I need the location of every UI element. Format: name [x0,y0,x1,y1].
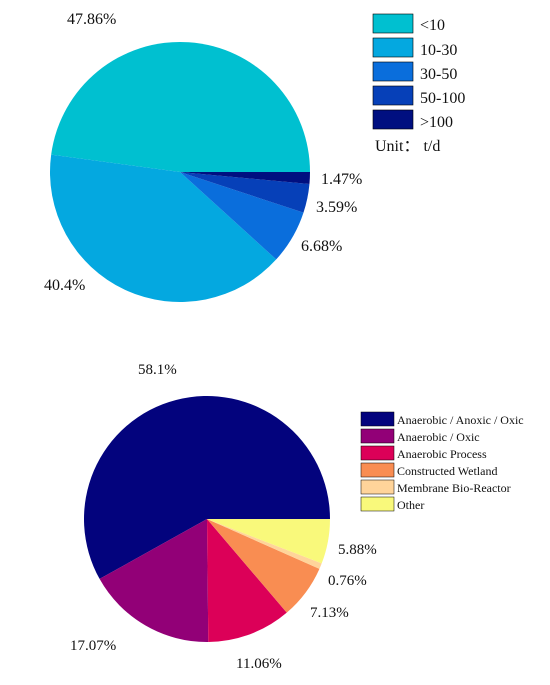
pie-slices [84,395,330,642]
slice-labels: 47.86% 40.4% 6.68% 3.59% 1.47% [44,11,362,294]
legend-item: 30-50 [372,61,457,83]
legend-item: Constructed Wetland [360,462,497,478]
legend-label: 50-100 [420,90,465,107]
slice-label-lt10: 47.86% [67,11,116,28]
pie-slice [180,172,304,260]
legend-label: Anaerobic / Anoxic / Oxic [397,413,524,427]
legend-item: Other [360,496,424,512]
legend: <10 10-30 30-50 50-100 >100 Unit： t/d [372,13,465,155]
pie-slice [207,519,322,569]
legend-swatch [372,13,414,34]
legend-label: Other [397,498,424,512]
legend-swatch [372,85,414,106]
legend-swatch [372,61,414,82]
pie-slices [49,41,311,303]
slice-labels: 58.1% 17.07% 11.06% 7.13% 0.76% 5.88% [70,362,377,672]
legend-item: 50-100 [372,85,465,107]
slice-label-50-100: 3.59% [316,199,357,216]
legend-swatch [372,109,414,130]
legend-label: Constructed Wetland [397,464,497,478]
pie-chart-process: 58.1% 17.07% 11.06% 7.13% 0.76% 5.88% An… [70,362,524,672]
slice-label-ao: 17.07% [70,638,116,654]
slice-label-wetland: 7.13% [310,605,349,621]
legend-label: Anaerobic / Oxic [397,430,480,444]
legend-label: <10 [420,17,445,34]
legend-item: Anaerobic Process [360,445,487,461]
legend-item: >100 [372,109,453,131]
slice-label-10-30: 40.4% [44,277,85,294]
legend-swatch [360,496,395,512]
legend-swatch [360,411,395,427]
legend-item: Anaerobic / Anoxic / Oxic [360,411,524,427]
pie-slice [207,519,320,613]
legend-item: <10 [372,13,445,34]
legend-item: Anaerobic / Oxic [360,428,480,444]
pie-slice [180,172,311,184]
pie-slice [207,519,287,642]
slice-label-anaerobic: 11.06% [236,656,282,672]
legend-label: Membrane Bio-Reactor [397,481,511,495]
pie-slice [99,519,209,642]
pie-slice [180,172,310,213]
slice-label-gt100: 1.47% [321,171,362,188]
legend-label: Anaerobic Process [397,447,487,461]
slice-label-30-50: 6.68% [301,238,342,255]
legend-label: 10-30 [420,42,457,59]
pie-slice [49,154,277,303]
legend-swatch [360,428,395,444]
legend-swatch [360,462,395,478]
pie-slice [84,395,330,579]
legend-swatch [360,445,395,461]
legend: Anaerobic / Anoxic / Oxic Anaerobic / Ox… [360,411,524,512]
slice-label-a2o: 58.1% [138,362,177,378]
legend-item: 10-30 [372,37,457,59]
legend-swatch [360,479,395,495]
legend-swatch [372,37,414,58]
slice-label-mbr: 0.76% [328,573,367,589]
pie-slice [207,519,330,564]
legend-item: Membrane Bio-Reactor [360,479,511,495]
pie-slice [51,41,311,172]
slice-label-other: 5.88% [338,542,377,558]
pie-chart-capacity: 47.86% 40.4% 6.68% 3.59% 1.47% <10 10-30… [44,11,465,303]
legend-label: >100 [420,114,453,131]
legend-label: 30-50 [420,66,457,83]
legend-unit-label: Unit： t/d [375,138,440,155]
